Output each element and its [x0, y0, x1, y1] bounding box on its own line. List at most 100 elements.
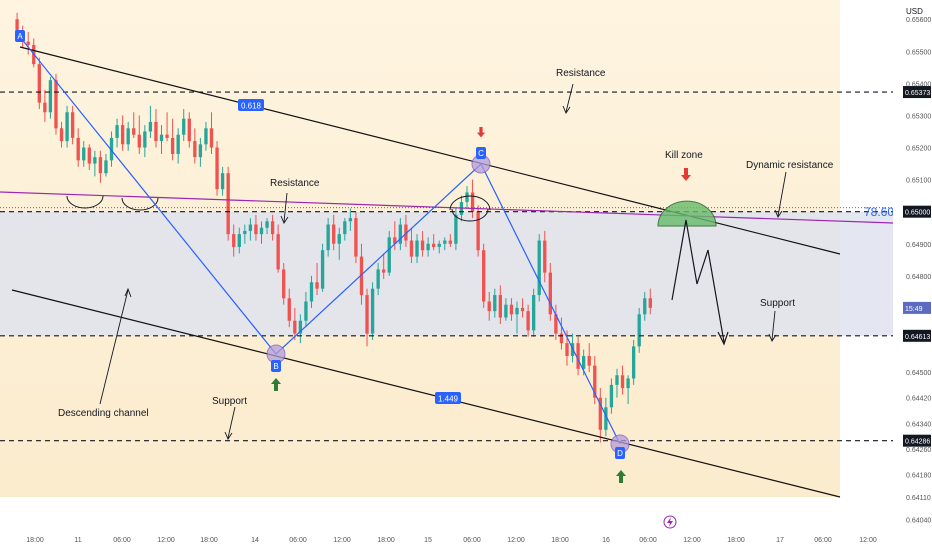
candle-body — [454, 214, 458, 244]
candle-body — [548, 272, 552, 315]
price-tick-label: 0.64180 — [906, 473, 931, 480]
candle — [226, 166, 230, 241]
candle-body — [598, 397, 602, 430]
price-tag[interactable]: 0.64286 — [903, 434, 931, 447]
candle-body — [309, 282, 314, 302]
price-tag-label: 15:49 — [905, 306, 923, 313]
support-left-label[interactable]: Support — [212, 396, 247, 407]
candle-body — [143, 131, 147, 148]
price-tick-label: 0.65600 — [906, 17, 931, 24]
candle-body — [204, 128, 208, 145]
time-tick-label: 12:00 — [683, 537, 701, 544]
candle-body — [470, 192, 475, 212]
dynamic-resistance-label[interactable]: Dynamic resistance — [746, 160, 834, 171]
ratio-ab-box[interactable]: 0.618 — [238, 99, 264, 111]
candle-body — [70, 112, 75, 138]
candle — [170, 118, 175, 161]
candle — [554, 304, 558, 340]
annotation-pointer — [565, 83, 574, 113]
candle — [159, 125, 164, 154]
candle — [531, 288, 536, 337]
pattern-point-c[interactable]: C — [471, 147, 491, 174]
candle-body — [170, 137, 175, 154]
candle — [154, 109, 158, 148]
pattern-point-b[interactable]: B — [266, 344, 286, 372]
candle-body — [148, 121, 153, 132]
time-tick-label: 12:00 — [507, 537, 525, 544]
price-tick-label: 0.64420 — [906, 396, 931, 403]
pattern-point-a[interactable]: A — [15, 30, 25, 42]
candle-body — [520, 307, 525, 312]
candle — [237, 227, 241, 254]
support-right-label[interactable]: Support — [760, 298, 795, 309]
candle-body — [581, 356, 586, 369]
candle — [620, 365, 625, 395]
candle — [543, 230, 547, 283]
resistance-top-label[interactable]: Resistance — [556, 68, 606, 79]
candle — [309, 275, 314, 308]
kill-zone-shape — [657, 200, 717, 227]
candle — [637, 307, 641, 353]
time-tick-label: 12:00 — [859, 537, 877, 544]
touch-arc — [451, 208, 489, 222]
candle — [293, 307, 297, 340]
price-tag-bg — [903, 86, 931, 99]
price-tick-label: 0.65200 — [906, 146, 931, 153]
candle-body — [615, 375, 619, 385]
candle — [120, 115, 125, 151]
time-tick-label: 18:00 — [377, 537, 395, 544]
candle — [382, 253, 386, 280]
kill-zone-label[interactable]: Kill zone — [665, 150, 703, 161]
price-axis[interactable]: 0.65600 0.65500 0.65400 0.65300 0.65200 0.651… — [893, 0, 932, 550]
candle — [198, 137, 203, 167]
candle-body — [498, 295, 503, 318]
annotation-pointer-head — [562, 105, 571, 114]
descending-channel-label[interactable]: Descending channel — [58, 408, 149, 419]
candle — [48, 76, 53, 119]
touch-arc — [449, 195, 491, 211]
candle-body — [132, 128, 136, 135]
green-arrow-icon — [271, 378, 281, 391]
ratio-cd-label: 1.449 — [438, 395, 459, 404]
candle — [598, 388, 602, 443]
candle-body — [543, 240, 547, 273]
candle — [182, 109, 186, 142]
candle — [148, 105, 153, 138]
price-tag[interactable]: 0.64613 — [903, 329, 931, 342]
candle-body — [531, 295, 536, 331]
candle — [98, 150, 103, 183]
candle-body — [109, 137, 114, 161]
candle — [498, 285, 503, 324]
price-tag[interactable]: 0.65373 — [903, 86, 931, 99]
consolidation-band — [0, 211, 893, 336]
candle — [265, 218, 269, 235]
candle — [304, 291, 308, 328]
resistance-mid-label[interactable]: Resistance — [270, 178, 320, 189]
annotation-pointer — [99, 289, 129, 405]
time-tick-label: 14 — [251, 537, 259, 544]
candle — [504, 298, 508, 321]
candle — [193, 128, 197, 164]
candle-body — [482, 250, 486, 302]
candle — [509, 298, 514, 321]
candle-body — [332, 224, 336, 244]
price-tag[interactable]: 15:49 — [903, 301, 931, 314]
candle-body — [26, 41, 30, 45]
candle-body — [82, 147, 86, 161]
candle — [537, 234, 541, 302]
price-tag[interactable]: 0.65000 — [903, 205, 931, 218]
lightning-icon[interactable] — [663, 515, 677, 529]
time-tick-label: 06:00 — [814, 537, 832, 544]
annotations: Resistance Resistance Kill zone Dynamic … — [58, 68, 905, 419]
candle-body — [587, 356, 591, 366]
time-axis[interactable]: 18:00 11 06:00 12:00 18:00 14 06:00 12:00 18:00 1… — [0, 530, 893, 550]
pattern-point-d[interactable]: D — [610, 434, 630, 459]
price-tick-label: 0.64800 — [906, 274, 931, 281]
candle — [482, 243, 486, 308]
candle — [465, 186, 469, 209]
pattern-point-badge — [615, 447, 625, 459]
ratio-cd-box[interactable]: 1.449 — [435, 392, 461, 404]
candle-body — [348, 218, 353, 222]
candle — [132, 112, 136, 138]
